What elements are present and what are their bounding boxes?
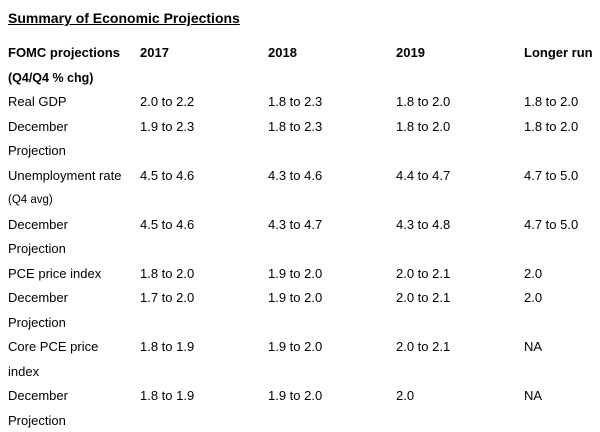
cell-2018: 1.8 to 2.3 [268,94,323,109]
row-label: Unemployment rate (Q4 avg) [8,164,140,213]
cell-2017: 1.8 to 1.9 [140,388,195,403]
cell-longer-run: 1.8 to 2.0 [524,94,579,109]
table-row-unemployment-rate: Unemployment rate (Q4 avg) 4.5 to 4.6 4.… [8,164,600,213]
cell-2017: 1.9 to 2.3 [140,118,195,134]
cell-longer-run: NA [524,388,543,403]
row-label-line1: December [8,216,68,232]
cell-2019: 4.4 to 4.7 [396,167,451,183]
row-label-line2: (Q4 avg) [8,194,53,206]
cell-2018: 1.9 to 2.0 [268,290,323,305]
row-label: PCE price index [8,262,140,287]
cell-longer-run: 1.8 to 2.0 [524,118,579,134]
row-label-line2: Projection [8,241,66,256]
header-label-line1: FOMC projections [8,45,120,60]
cell-2017: 1.8 to 1.9 [140,339,195,354]
row-label-line2: Projection [8,314,66,330]
cell-longer-run: 4.7 to 5.0 [524,167,579,183]
table-row-december-projection-pce: December Projection 1.7 to 2.0 1.9 to 2.… [8,286,600,335]
cell-2017: 4.5 to 4.6 [140,167,195,183]
row-label-line1: PCE price index [8,265,102,281]
row-label: December Projection [8,213,140,262]
row-label-line2: Projection [8,143,66,158]
header-label-line2: (Q4/Q4 % chg) [8,70,94,85]
row-label: December Projection [8,115,140,164]
column-header-2019: 2019 [396,45,425,60]
table-row-core-pce-price-index: Core PCE price index 1.8 to 1.9 1.9 to 2… [8,335,600,384]
cell-2018: 4.3 to 4.6 [268,167,323,183]
cell-2019: 4.3 to 4.8 [396,216,451,232]
row-label-line2: index [8,363,40,379]
cell-2019: 1.8 to 2.0 [396,94,451,109]
row-label: December Projection [8,286,140,335]
cell-2017: 1.8 to 2.0 [140,265,195,281]
row-label: December Projection [8,384,140,432]
cell-longer-run: 2.0 [524,265,543,281]
cell-2018: 4.3 to 4.7 [268,216,323,232]
table-row-real-gdp: Real GDP 2.0 to 2.2 1.8 to 2.3 1.8 to 2.… [8,90,600,115]
cell-2017: 1.7 to 2.0 [140,290,195,305]
table-row-december-projection-unemployment: December Projection 4.5 to 4.6 4.3 to 4.… [8,213,600,262]
projections-table: FOMC projections (Q4/Q4 % chg) 2017 2018… [8,41,600,432]
cell-longer-run: 2.0 [524,290,543,305]
page-title: Summary of Economic Projections [8,10,240,26]
cell-2018: 1.9 to 2.0 [268,339,323,354]
cell-2019: 2.0 [396,388,415,403]
table-row-december-projection-gdp: December Projection 1.9 to 2.3 1.8 to 2.… [8,115,600,164]
table-header-row: FOMC projections (Q4/Q4 % chg) 2017 2018… [8,41,600,90]
row-label-line1: Unemployment rate [8,167,122,183]
row-label-line1: Real GDP [8,94,67,109]
column-header-2018: 2018 [268,45,297,60]
cell-2019: 2.0 to 2.1 [396,290,451,305]
row-label: Core PCE price index [8,335,140,384]
row-label-line1: December [8,118,68,134]
cell-2017: 4.5 to 4.6 [140,216,195,232]
row-label-line1: December [8,388,68,403]
cell-2019: 2.0 to 2.1 [396,265,451,281]
row-label-line1: December [8,290,68,305]
cell-longer-run: 4.7 to 5.0 [524,216,579,232]
row-label-line2: Projection [8,412,66,428]
cell-2017: 2.0 to 2.2 [140,94,195,109]
cell-2018: 1.8 to 2.3 [268,118,323,134]
cell-2019: 2.0 to 2.1 [396,339,451,354]
row-label-line1: Core PCE price [8,339,99,354]
cell-longer-run: NA [524,339,543,354]
table-row-december-projection-core-pce: December Projection 1.8 to 1.9 1.9 to 2.… [8,384,600,432]
cell-2018: 1.9 to 2.0 [268,265,323,281]
cell-2018: 1.9 to 2.0 [268,388,323,403]
row-label: Real GDP [8,90,140,115]
column-header-longer-run: Longer run [524,45,593,60]
header-label-cell: FOMC projections (Q4/Q4 % chg) [8,41,140,90]
column-header-2017: 2017 [140,45,169,60]
cell-2019: 1.8 to 2.0 [396,118,451,134]
table-row-pce-price-index: PCE price index 1.8 to 2.0 1.9 to 2.0 2.… [8,262,600,287]
